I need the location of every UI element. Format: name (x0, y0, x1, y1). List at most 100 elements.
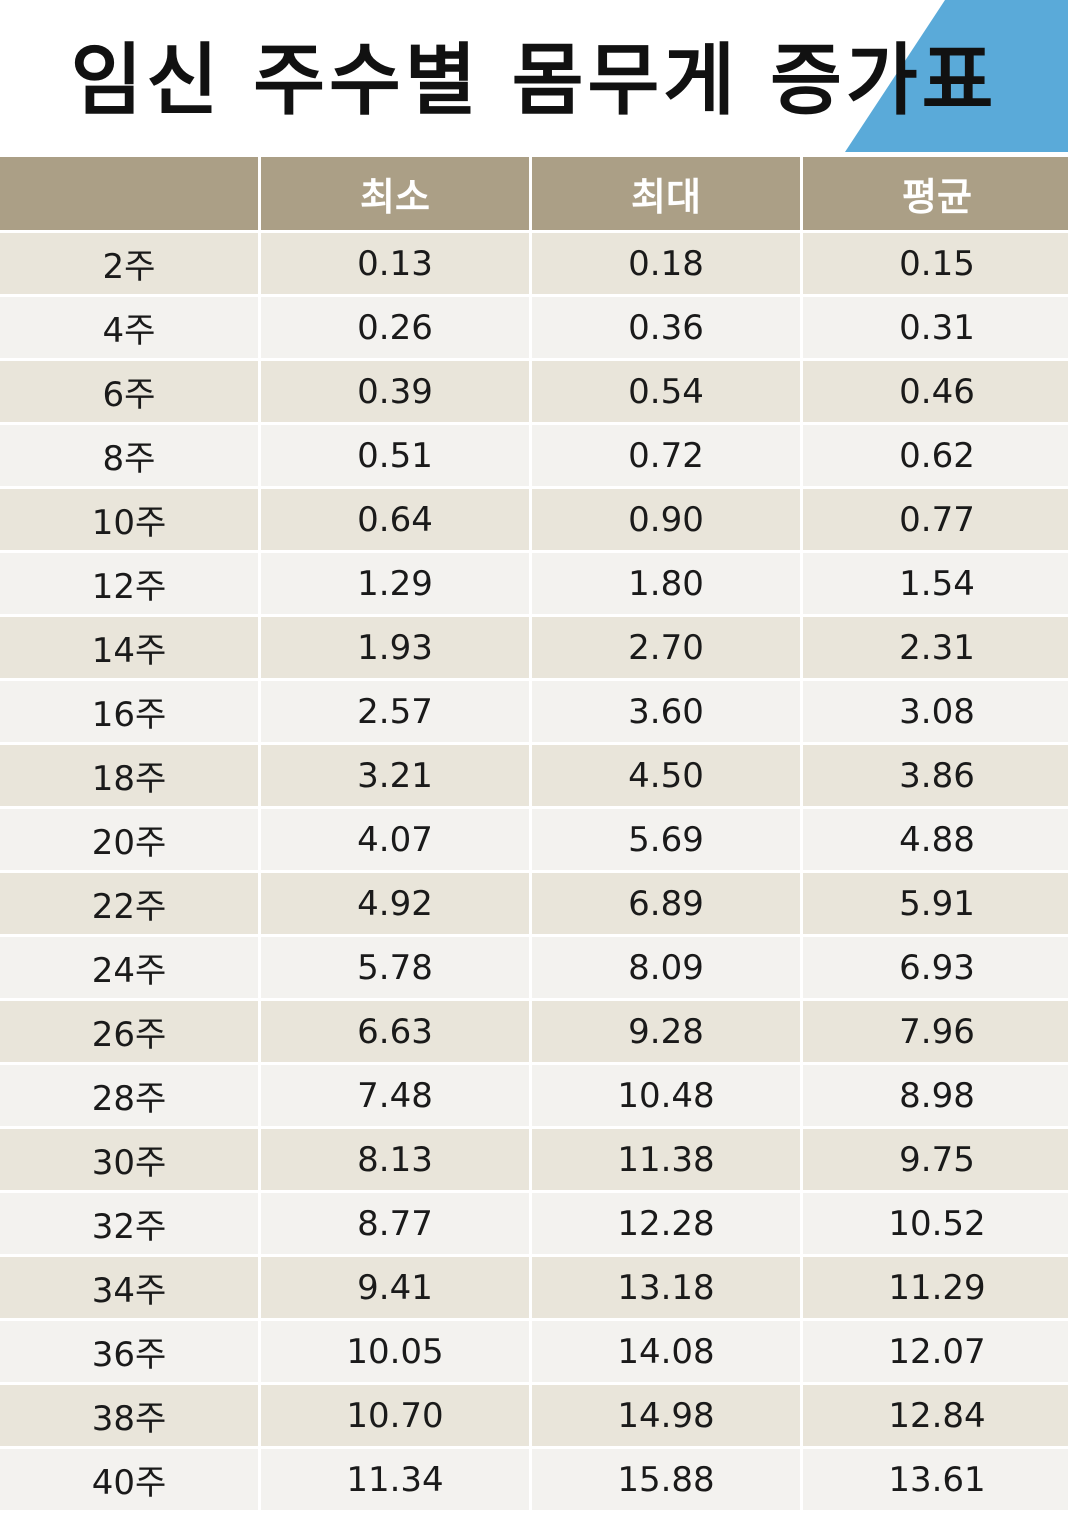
week-label: 18주 (0, 745, 258, 806)
weight-table: 최소 최대 평균 2주 0.13 0.18 0.15 4주 0.26 0.36 0.31 6주 0.3… (0, 154, 1068, 1513)
weight-cell: 7.96 (803, 1001, 1068, 1062)
weight-cell: 8.13 (261, 1129, 529, 1190)
weight-cell: 10.52 (803, 1193, 1068, 1254)
table-row: 30주 8.13 11.38 9.75 (0, 1129, 1068, 1190)
week-label: 14주 (0, 617, 258, 678)
week-label: 6주 (0, 361, 258, 422)
table-row: 40주 11.34 15.88 13.61 (0, 1449, 1068, 1510)
weight-cell: 7.48 (261, 1065, 529, 1126)
weight-cell: 0.31 (803, 297, 1068, 358)
corner-decoration (845, 0, 1068, 152)
table-row: 22주 4.92 6.89 5.91 (0, 873, 1068, 934)
weight-cell: 11.38 (532, 1129, 800, 1190)
weight-cell: 12.28 (532, 1193, 800, 1254)
column-header: 최소 (261, 157, 529, 230)
weight-cell: 0.51 (261, 425, 529, 486)
weight-cell: 0.64 (261, 489, 529, 550)
week-label: 24주 (0, 937, 258, 998)
weight-cell: 0.54 (532, 361, 800, 422)
header-blank (0, 157, 258, 230)
column-header: 최대 (532, 157, 800, 230)
weight-cell: 6.63 (261, 1001, 529, 1062)
weight-cell: 5.69 (532, 809, 800, 870)
table-row: 16주 2.57 3.60 3.08 (0, 681, 1068, 742)
week-label: 36주 (0, 1321, 258, 1382)
week-label: 16주 (0, 681, 258, 742)
weight-cell: 9.41 (261, 1257, 529, 1318)
weight-cell: 3.86 (803, 745, 1068, 806)
week-label: 8주 (0, 425, 258, 486)
table-row: 2주 0.13 0.18 0.15 (0, 233, 1068, 294)
table-row: 34주 9.41 13.18 11.29 (0, 1257, 1068, 1318)
title: 임신 주수별 몸무게 증가표 (70, 36, 998, 126)
weight-cell: 0.46 (803, 361, 1068, 422)
weight-cell: 3.21 (261, 745, 529, 806)
weight-cell: 2.57 (261, 681, 529, 742)
table-row: 20주 4.07 5.69 4.88 (0, 809, 1068, 870)
weight-cell: 8.98 (803, 1065, 1068, 1126)
week-label: 4주 (0, 297, 258, 358)
weight-cell: 9.75 (803, 1129, 1068, 1190)
weight-cell: 0.36 (532, 297, 800, 358)
table-row: 24주 5.78 8.09 6.93 (0, 937, 1068, 998)
weight-cell: 2.31 (803, 617, 1068, 678)
weight-cell: 11.34 (261, 1449, 529, 1510)
weight-cell: 1.93 (261, 617, 529, 678)
week-label: 32주 (0, 1193, 258, 1254)
table-row: 38주 10.70 14.98 12.84 (0, 1385, 1068, 1446)
weight-cell: 1.29 (261, 553, 529, 614)
week-label: 26주 (0, 1001, 258, 1062)
table-row: 32주 8.77 12.28 10.52 (0, 1193, 1068, 1254)
weight-cell: 4.07 (261, 809, 529, 870)
weight-cell: 11.29 (803, 1257, 1068, 1318)
weight-cell: 10.05 (261, 1321, 529, 1382)
weight-cell: 6.93 (803, 937, 1068, 998)
table-row: 28주 7.48 10.48 8.98 (0, 1065, 1068, 1126)
weight-cell: 1.54 (803, 553, 1068, 614)
week-label: 34주 (0, 1257, 258, 1318)
weight-cell: 0.39 (261, 361, 529, 422)
week-label: 20주 (0, 809, 258, 870)
weight-cell: 14.08 (532, 1321, 800, 1382)
weight-cell: 0.26 (261, 297, 529, 358)
title-area: 임신 주수별 몸무게 증가표 (0, 0, 1068, 152)
week-label: 38주 (0, 1385, 258, 1446)
weight-cell: 12.84 (803, 1385, 1068, 1446)
weight-cell: 10.70 (261, 1385, 529, 1446)
weight-cell: 4.88 (803, 809, 1068, 870)
weight-cell: 0.13 (261, 233, 529, 294)
weight-cell: 10.48 (532, 1065, 800, 1126)
blue-triangle (845, 0, 1068, 152)
weight-cell: 3.08 (803, 681, 1068, 742)
week-label: 30주 (0, 1129, 258, 1190)
week-label: 10주 (0, 489, 258, 550)
header-row: 최소 최대 평균 (0, 157, 1068, 230)
weight-cell: 0.72 (532, 425, 800, 486)
weight-cell: 8.77 (261, 1193, 529, 1254)
table-row: 4주 0.26 0.36 0.31 (0, 297, 1068, 358)
weight-cell: 15.88 (532, 1449, 800, 1510)
weight-cell: 0.90 (532, 489, 800, 550)
weight-cell: 9.28 (532, 1001, 800, 1062)
weight-cell: 8.09 (532, 937, 800, 998)
week-label: 12주 (0, 553, 258, 614)
table-row: 8주 0.51 0.72 0.62 (0, 425, 1068, 486)
weight-cell: 5.91 (803, 873, 1068, 934)
table-row: 36주 10.05 14.08 12.07 (0, 1321, 1068, 1382)
table-row: 6주 0.39 0.54 0.46 (0, 361, 1068, 422)
weight-cell: 13.18 (532, 1257, 800, 1318)
weight-cell: 0.77 (803, 489, 1068, 550)
table-row: 14주 1.93 2.70 2.31 (0, 617, 1068, 678)
weight-cell: 2.70 (532, 617, 800, 678)
week-label: 2주 (0, 233, 258, 294)
weight-cell: 4.50 (532, 745, 800, 806)
weight-cell: 12.07 (803, 1321, 1068, 1382)
weight-cell: 0.62 (803, 425, 1068, 486)
weight-cell: 6.89 (532, 873, 800, 934)
weight-cell: 1.80 (532, 553, 800, 614)
table-row: 10주 0.64 0.90 0.77 (0, 489, 1068, 550)
table-row: 26주 6.63 9.28 7.96 (0, 1001, 1068, 1062)
week-label: 22주 (0, 873, 258, 934)
weight-cell: 0.18 (532, 233, 800, 294)
